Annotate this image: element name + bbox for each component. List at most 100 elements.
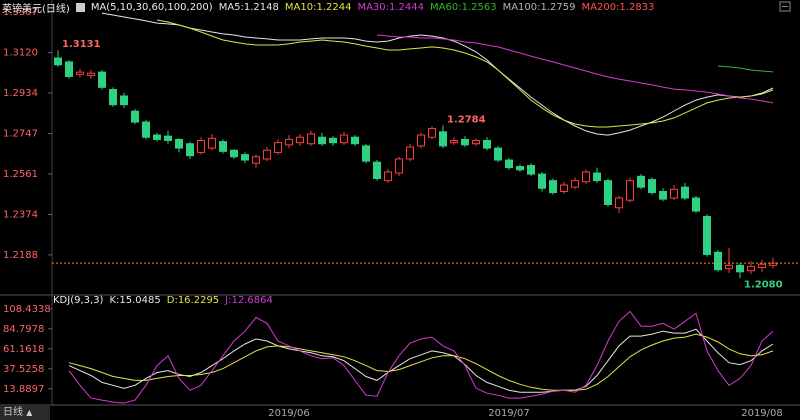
candle-body — [208, 137, 216, 149]
legend-entry: MA200:1.2833 — [581, 2, 655, 13]
period-label: 日线 — [3, 407, 23, 418]
candle-body — [54, 57, 62, 66]
candle-body — [219, 141, 227, 152]
candle-body — [450, 139, 458, 144]
y-tick-label: 1.2934 — [3, 88, 38, 99]
legend-entry: K:15.0485 — [109, 295, 161, 306]
indicator-icon — [75, 3, 85, 12]
candle-body — [560, 184, 568, 193]
candle-body — [582, 171, 590, 183]
y-tick-label: 1.2561 — [3, 169, 38, 180]
candle-body — [307, 133, 315, 145]
candle-body — [186, 143, 194, 157]
candle-body — [252, 156, 260, 164]
candle-body — [648, 179, 656, 194]
legend-entry: J:12.6864 — [225, 295, 273, 306]
candle-body — [637, 175, 645, 188]
candle-body — [681, 186, 689, 199]
candle-body — [87, 72, 95, 76]
candle-body — [197, 139, 205, 153]
period-arrow: ▲ — [26, 408, 33, 417]
candle-body — [439, 131, 447, 147]
candle-body — [461, 138, 469, 146]
candle-body — [285, 138, 293, 146]
candle-body — [659, 191, 667, 200]
candle-body — [549, 180, 557, 194]
legend-entry: MA100:1.2759 — [502, 2, 576, 13]
high-label: 1.3131 — [62, 39, 101, 50]
candle-body — [703, 215, 711, 255]
candle-body — [538, 173, 546, 189]
candle-body — [120, 95, 128, 106]
candle-body — [505, 159, 513, 169]
candle-body — [296, 136, 304, 144]
y-tick-label: 84.7978 — [3, 324, 44, 335]
y-tick-label: 61.1618 — [3, 344, 44, 355]
indicator-line — [68, 333, 774, 391]
candle-body — [472, 139, 480, 145]
candle-body — [406, 146, 414, 160]
indicator-name: KDJ(9,3,3) — [53, 295, 104, 306]
y-tick-label: 13.8897 — [3, 384, 44, 395]
legend-entry: MA30:1.2444 — [357, 2, 425, 13]
x-tick-label: 2019/07 — [488, 408, 530, 419]
candle-body — [98, 71, 106, 88]
candle-body — [758, 263, 766, 268]
window-icon[interactable] — [779, 1, 791, 12]
main-header: 英镑美元(日线) MA(5,10,30,60,100,200) MA5:1.21… — [2, 0, 654, 15]
candle-body — [516, 166, 524, 171]
candle-body — [384, 171, 392, 182]
x-tick-label: 2019/08 — [741, 408, 783, 419]
high-label: 1.2784 — [447, 115, 486, 126]
legend-entry: D:16.2295 — [166, 295, 220, 306]
low-label: 1.2080 — [744, 279, 783, 290]
candle-body — [736, 264, 744, 273]
candle-body — [692, 197, 700, 212]
legend-entry: MA10:1.2244 — [284, 2, 352, 13]
candle-body — [373, 161, 381, 179]
candle-body — [340, 134, 348, 144]
candle-body — [329, 137, 337, 144]
candle-body — [714, 251, 722, 271]
candle-body — [263, 149, 271, 160]
legend-entry: MA5:1.2148 — [218, 2, 279, 13]
y-tick-label: 1.2747 — [3, 129, 38, 140]
candle-body — [241, 154, 249, 161]
indicator-name: MA(5,10,30,60,100,200) — [90, 2, 213, 13]
y-tick-label: 1.2374 — [3, 210, 38, 221]
candle-body — [164, 135, 172, 141]
candle-body — [230, 149, 238, 158]
candle-body — [593, 172, 601, 182]
candle-body — [615, 197, 623, 209]
kdj-header: KDJ(9,3,3) K:15.0485 D:16.2295 J:12.6864 — [53, 295, 273, 306]
x-tick-label: 2019/06 — [268, 408, 310, 419]
candle-body — [153, 134, 161, 140]
candle-body — [626, 180, 634, 201]
y-tick-label: 1.3307 — [3, 7, 38, 18]
candle-body — [131, 110, 139, 123]
period-tab[interactable]: 日线 ▲ — [0, 406, 50, 420]
candle-body — [604, 180, 612, 206]
candle-body — [142, 121, 150, 138]
indicator-line — [101, 12, 774, 136]
candle-body — [318, 136, 326, 145]
candle-body — [109, 88, 117, 106]
legend-entry: MA60:1.2563 — [430, 2, 497, 13]
candle-body — [494, 147, 502, 161]
y-tick-label: 1.2188 — [3, 250, 38, 261]
candle-body — [351, 136, 359, 145]
candle-body — [76, 71, 84, 75]
candle-body — [175, 138, 183, 149]
candle-body — [747, 265, 755, 272]
chart-title: 英镑美元(日线) — [2, 4, 70, 15]
candle-body — [725, 264, 733, 270]
candle-body — [65, 61, 73, 77]
candle-body — [428, 128, 436, 138]
candle-body — [483, 139, 491, 149]
candle-body — [571, 180, 579, 188]
y-tick-label: 37.5258 — [3, 364, 44, 375]
candle-body — [417, 134, 425, 147]
indicator-line — [717, 65, 774, 73]
